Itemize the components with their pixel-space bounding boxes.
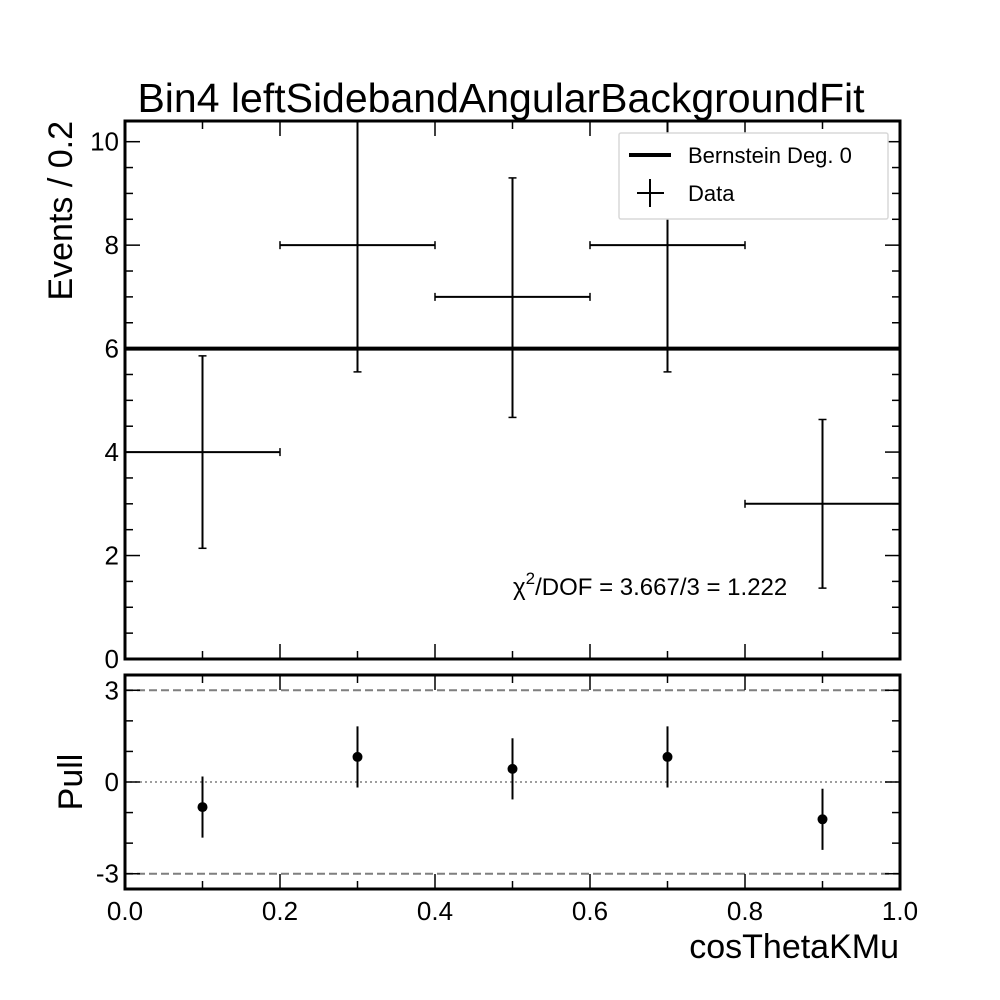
- pull-point: [507, 738, 518, 800]
- x-tick-label: 0.0: [107, 896, 143, 926]
- main-plot-frame: [123, 119, 902, 661]
- pull-marker: [197, 802, 208, 813]
- chi2-symbol: χ: [513, 574, 526, 601]
- x-tick-label: 1.0: [882, 896, 918, 926]
- data-point: [434, 177, 591, 419]
- pull-y-tick-label: 0: [105, 767, 119, 797]
- chi2-text: /DOF = 3.667/3 = 1.222: [535, 574, 787, 601]
- pull-point: [817, 788, 828, 850]
- main-y-tick-label: 6: [105, 334, 119, 364]
- chart-title: Bin4 leftSidebandAngularBackgroundFit: [137, 75, 865, 121]
- main-y-tick-label: 2: [105, 541, 119, 571]
- data-point: [124, 355, 281, 550]
- pull-plot-frame: [123, 673, 902, 891]
- data-point: [279, 121, 436, 373]
- pull-plot-panel: -3 0 3 0.0 0.2 0.4 0.6 0.8 1.0: [96, 673, 918, 926]
- chi2-superscript: 2: [526, 569, 535, 588]
- x-tick-label: 0.8: [727, 896, 763, 926]
- pull-marker: [352, 751, 363, 762]
- legend-frame: [618, 132, 889, 220]
- pull-point: [197, 776, 208, 838]
- main-y-tick-label: 10: [90, 127, 119, 157]
- pull-y-tick-label: 3: [105, 675, 119, 705]
- main-y-tick-label: 8: [105, 230, 119, 260]
- pull-point: [352, 726, 363, 788]
- pull-marker: [662, 751, 673, 762]
- legend: Bernstein Deg. 0 Data: [618, 132, 889, 220]
- pull-y-tick-label: -3: [96, 859, 119, 889]
- main-y-axis-label: Events / 0.2: [42, 121, 80, 301]
- x-tick-label: 0.2: [262, 896, 298, 926]
- main-y-tick-label: 4: [105, 437, 119, 467]
- x-axis-label: cosThetaKMu: [689, 928, 899, 966]
- x-tick-label: 0.4: [417, 896, 453, 926]
- pull-y-axis-label: Pull: [52, 754, 90, 811]
- pull-marker: [817, 814, 828, 825]
- legend-label-data: Data: [688, 181, 735, 206]
- chi2-annotation: χ2/DOF = 3.667/3 = 1.222: [513, 569, 787, 601]
- pull-point: [662, 726, 673, 788]
- x-tick-label: 0.6: [572, 896, 608, 926]
- pull-marker: [507, 763, 518, 774]
- legend-label-fit: Bernstein Deg. 0: [688, 143, 852, 168]
- main-y-tick-label: 0: [105, 644, 119, 674]
